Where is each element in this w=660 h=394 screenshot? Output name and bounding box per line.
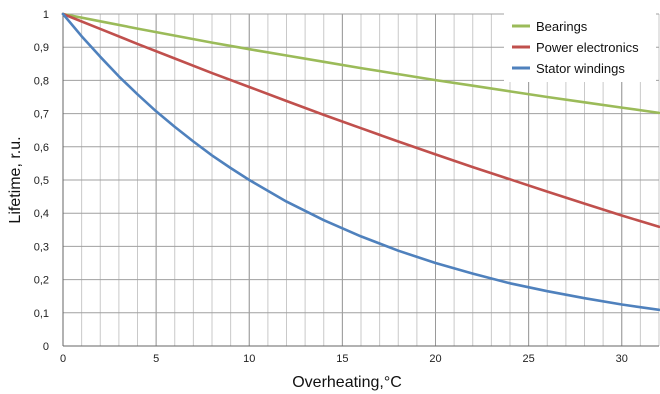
- x-tick-label: 10: [243, 353, 255, 365]
- y-tick-label: 0,7: [34, 109, 49, 121]
- series-lines: [61, 12, 660, 312]
- x-tick-label: 15: [336, 353, 348, 365]
- x-tick-label: 30: [616, 353, 628, 365]
- y-tick-label: 0,6: [34, 142, 49, 154]
- y-axis-title: Lifetime, r.u.: [7, 136, 24, 223]
- x-tick-label: 5: [153, 353, 159, 365]
- y-tick-label: 0,3: [34, 241, 49, 253]
- y-tick-label: 1: [43, 9, 49, 21]
- x-tick-label: 25: [523, 353, 535, 365]
- axes: [62, 14, 659, 347]
- legend: Bearings Power electronics Stator windings: [504, 12, 656, 82]
- y-tick-label: 0,5: [34, 175, 49, 187]
- series-line-stator-windings: [61, 12, 660, 312]
- y-tick-label: 0,4: [34, 208, 49, 220]
- y-tick-label: 0,8: [34, 75, 49, 87]
- series-line-power-electronics: [61, 12, 660, 229]
- x-axis-title: Overheating,°C: [292, 374, 402, 391]
- legend-label: Stator windings: [536, 61, 625, 76]
- y-tick-label: 0,2: [34, 275, 49, 287]
- tick-labels: 0 5 10 15 20 25 30 0 0,1 0,2 0,3 0,4 0,5 0,6 0,7 0,8 0,9…: [34, 9, 628, 365]
- y-tick-label: 0: [43, 341, 49, 353]
- grid: [62, 13, 660, 347]
- x-tick-label: 0: [60, 353, 66, 365]
- legend-label: Power electronics: [536, 40, 639, 55]
- legend-label: Bearings: [536, 19, 588, 34]
- x-tick-label: 20: [429, 353, 441, 365]
- y-tick-label: 0,1: [34, 308, 49, 320]
- series-line-bearings: [61, 12, 660, 115]
- y-tick-label: 0,9: [34, 42, 49, 54]
